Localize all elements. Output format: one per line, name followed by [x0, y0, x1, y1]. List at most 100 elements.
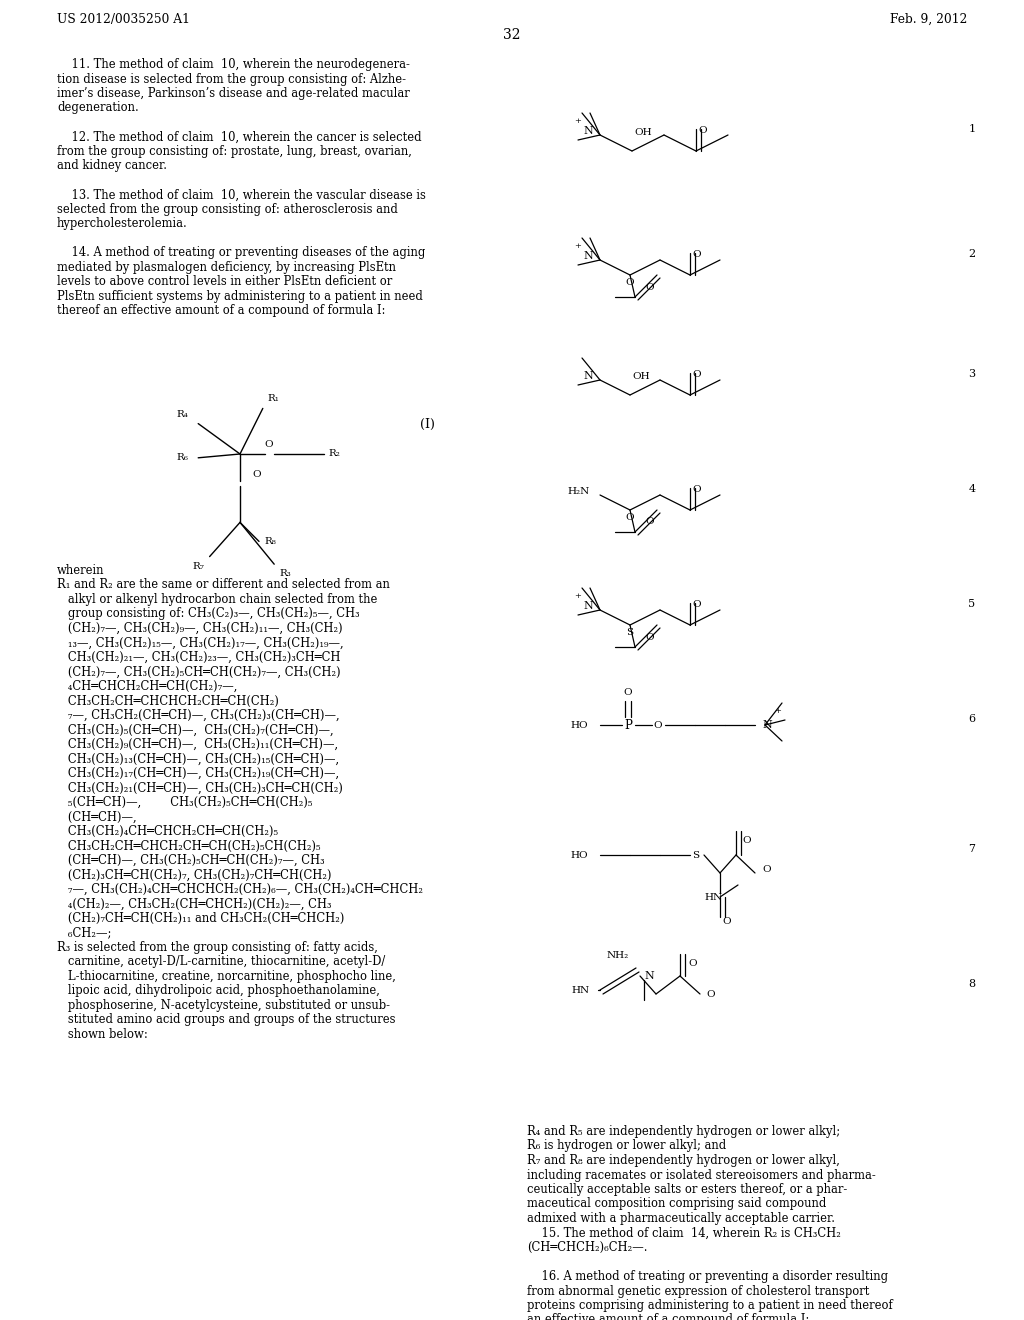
Text: O: O [692, 601, 700, 609]
Text: admixed with a pharmaceutically acceptable carrier.: admixed with a pharmaceutically acceptab… [527, 1212, 835, 1225]
Text: alkyl or alkenyl hydrocarbon chain selected from the: alkyl or alkenyl hydrocarbon chain selec… [57, 593, 378, 606]
Text: O: O [653, 721, 663, 730]
Text: CH₃(CH₂)₅(CH═CH)—,  CH₃(CH₂)₇(CH═CH)—,: CH₃(CH₂)₅(CH═CH)—, CH₃(CH₂)₇(CH═CH)—, [57, 723, 334, 737]
Text: HO: HO [570, 850, 588, 859]
Text: (CH═CHCH₂)₆CH₂—.: (CH═CHCH₂)₆CH₂—. [527, 1241, 647, 1254]
Text: R₄: R₄ [176, 409, 188, 418]
Text: O: O [264, 440, 272, 449]
Text: R₂: R₂ [329, 450, 340, 458]
Text: R₁: R₁ [268, 395, 280, 404]
Text: and kidney cancer.: and kidney cancer. [57, 160, 167, 173]
Text: US 2012/0035250 A1: US 2012/0035250 A1 [57, 13, 189, 26]
Text: +: + [574, 591, 582, 601]
Text: OH: OH [632, 372, 649, 381]
Text: (CH₂)₃CH═CH(CH₂)₇, CH₃(CH₂)₇CH═CH(CH₂): (CH₂)₃CH═CH(CH₂)₇, CH₃(CH₂)₇CH═CH(CH₂) [57, 869, 332, 882]
Text: shown below:: shown below: [57, 1028, 147, 1041]
Text: N: N [584, 601, 593, 611]
Text: including racemates or isolated stereoisomers and pharma-: including racemates or isolated stereois… [527, 1168, 876, 1181]
Text: O: O [626, 513, 634, 521]
Text: HN: HN [705, 894, 723, 902]
Text: R₈: R₈ [264, 537, 275, 546]
Text: group consisting of: CH₃(C₂)₃—, CH₃(CH₂)₅—, CH₃: group consisting of: CH₃(C₂)₃—, CH₃(CH₂)… [57, 607, 359, 620]
Text: levels to above control levels in either PlsEtn deficient or: levels to above control levels in either… [57, 276, 392, 289]
Text: S: S [627, 628, 634, 638]
Text: CH₃(CH₂)₁₇(CH═CH)—, CH₃(CH₂)₁₉(CH═CH)—,: CH₃(CH₂)₁₇(CH═CH)—, CH₃(CH₂)₁₉(CH═CH)—, [57, 767, 339, 780]
Text: O: O [698, 125, 707, 135]
Text: R₆: R₆ [176, 453, 188, 462]
Text: O: O [692, 370, 700, 379]
Text: N: N [762, 719, 772, 730]
Text: O: O [692, 484, 700, 494]
Text: N: N [584, 251, 593, 261]
Text: 32: 32 [503, 28, 521, 42]
Text: degeneration.: degeneration. [57, 102, 138, 115]
Text: carnitine, acetyl-D/L-carnitine, thiocarnitine, acetyl-D/: carnitine, acetyl-D/L-carnitine, thiocar… [57, 956, 385, 969]
Text: HO: HO [570, 721, 588, 730]
Text: S: S [692, 850, 699, 859]
Text: O: O [722, 917, 731, 927]
Text: ceutically acceptable salts or esters thereof, or a phar-: ceutically acceptable salts or esters th… [527, 1183, 847, 1196]
Text: from the group consisting of: prostate, lung, breast, ovarian,: from the group consisting of: prostate, … [57, 145, 412, 158]
Text: O: O [626, 279, 634, 286]
Text: (CH₂)₇—, CH₃(CH₂)₉—, CH₃(CH₂)₁₁—, CH₃(CH₂): (CH₂)₇—, CH₃(CH₂)₉—, CH₃(CH₂)₁₁—, CH₃(CH… [57, 622, 343, 635]
Text: O: O [645, 632, 653, 642]
Text: R₇ and R₈ are independently hydrogen or lower alkyl,: R₇ and R₈ are independently hydrogen or … [527, 1154, 840, 1167]
Text: (CH₂)₇CH═CH(CH₂)₁₁ and CH₃CH₂(CH═CHCH₂): (CH₂)₇CH═CH(CH₂)₁₁ and CH₃CH₂(CH═CHCH₂) [57, 912, 344, 925]
Text: thereof an effective amount of a compound of formula I:: thereof an effective amount of a compoun… [57, 305, 385, 318]
Text: OH: OH [634, 128, 651, 137]
Text: O: O [706, 990, 715, 998]
Text: ₄(CH₂)₂—, CH₃CH₂(CH═CHCH₂)(CH₂)₂—, CH₃: ₄(CH₂)₂—, CH₃CH₂(CH═CHCH₂)(CH₂)₂—, CH₃ [57, 898, 332, 911]
Text: ₇—, CH₃(CH₂)₄CH═CHCHCH₂(CH₂)₆—, CH₃(CH₂)₄CH═CHCH₂: ₇—, CH₃(CH₂)₄CH═CHCHCH₂(CH₂)₆—, CH₃(CH₂)… [57, 883, 423, 896]
Text: +: + [574, 117, 582, 125]
Text: R₇: R₇ [193, 561, 205, 570]
Text: N: N [644, 972, 653, 981]
Text: CH₃(CH₂)₉(CH═CH)—,  CH₃(CH₂)₁₁(CH═CH)—,: CH₃(CH₂)₉(CH═CH)—, CH₃(CH₂)₁₁(CH═CH)—, [57, 738, 338, 751]
Text: 2: 2 [969, 249, 976, 259]
Text: 4: 4 [969, 484, 976, 494]
Text: from abnormal genetic expression of cholesterol transport: from abnormal genetic expression of chol… [527, 1284, 869, 1298]
Text: 15. The method of claim  14, wherein R₂ is CH₃CH₂: 15. The method of claim 14, wherein R₂ i… [527, 1226, 841, 1239]
Text: O: O [692, 249, 700, 259]
Text: R₆ is hydrogen or lower alkyl; and: R₆ is hydrogen or lower alkyl; and [527, 1139, 726, 1152]
Text: R₃ is selected from the group consisting of: fatty acids,: R₃ is selected from the group consisting… [57, 941, 378, 954]
Text: proteins comprising administering to a patient in need thereof: proteins comprising administering to a p… [527, 1299, 893, 1312]
Text: R₁ and R₂ are the same or different and selected from an: R₁ and R₂ are the same or different and … [57, 578, 390, 591]
Text: ₄CH═CHCH₂CH═CH(CH₂)₇—,: ₄CH═CHCH₂CH═CH(CH₂)₇—, [57, 680, 238, 693]
Text: O: O [624, 688, 632, 697]
Text: CH₃(CH₂)₁₃(CH═CH)—, CH₃(CH₂)₁₅(CH═CH)—,: CH₃(CH₂)₁₃(CH═CH)—, CH₃(CH₂)₁₅(CH═CH)—, [57, 752, 339, 766]
Text: O: O [762, 865, 771, 874]
Text: 6: 6 [969, 714, 976, 723]
Text: 5: 5 [969, 599, 976, 609]
Text: CH₃(CH₂)₄CH═CHCH₂CH═CH(CH₂)₅: CH₃(CH₂)₄CH═CHCH₂CH═CH(CH₂)₅ [57, 825, 279, 838]
Text: Feb. 9, 2012: Feb. 9, 2012 [890, 13, 967, 26]
Text: 12. The method of claim  10, wherein the cancer is selected: 12. The method of claim 10, wherein the … [57, 131, 422, 144]
Text: phosphoserine, N-acetylcysteine, substituted or unsub-: phosphoserine, N-acetylcysteine, substit… [57, 999, 390, 1012]
Text: +: + [574, 242, 582, 249]
Text: ₅(CH═CH)—,        CH₃(CH₂)₅CH═CH(CH₂)₅: ₅(CH═CH)—, CH₃(CH₂)₅CH═CH(CH₂)₅ [57, 796, 312, 809]
Text: ₆CH₂—;: ₆CH₂—; [57, 927, 112, 940]
Text: R₄ and R₅ are independently hydrogen or lower alkyl;: R₄ and R₅ are independently hydrogen or … [527, 1125, 840, 1138]
Text: HN: HN [571, 986, 590, 994]
Text: CH₃CH₂CH═CHCHCH₂CH═CH(CH₂): CH₃CH₂CH═CHCHCH₂CH═CH(CH₂) [57, 694, 279, 708]
Text: maceutical composition comprising said compound: maceutical composition comprising said c… [527, 1197, 826, 1210]
Text: stituted amino acid groups and groups of the structures: stituted amino acid groups and groups of… [57, 1014, 395, 1027]
Text: CH₃(CH₂)₂₁(CH═CH)—, CH₃(CH₂)₃CH═CH(CH₂): CH₃(CH₂)₂₁(CH═CH)—, CH₃(CH₂)₃CH═CH(CH₂) [57, 781, 343, 795]
Text: (CH═CH)—, CH₃(CH₂)₅CH═CH(CH₂)₇—, CH₃: (CH═CH)—, CH₃(CH₂)₅CH═CH(CH₂)₇—, CH₃ [57, 854, 325, 867]
Text: H₂N: H₂N [567, 487, 590, 495]
Text: O: O [742, 836, 751, 845]
Text: (CH₂)₇—, CH₃(CH₂)₅CH═CH(CH₂)₇—, CH₃(CH₂): (CH₂)₇—, CH₃(CH₂)₅CH═CH(CH₂)₇—, CH₃(CH₂) [57, 665, 341, 678]
Text: 7: 7 [969, 843, 976, 854]
Text: R₃: R₃ [280, 569, 291, 578]
Text: (I): (I) [420, 417, 435, 430]
Text: P: P [624, 718, 632, 731]
Text: (CH═CH)—,: (CH═CH)—, [57, 810, 136, 824]
Text: 16. A method of treating or preventing a disorder resulting: 16. A method of treating or preventing a… [527, 1270, 888, 1283]
Text: O: O [645, 282, 653, 292]
Text: O: O [252, 470, 261, 479]
Text: lipoic acid, dihydrolipoic acid, phosphoethanolamine,: lipoic acid, dihydrolipoic acid, phospho… [57, 985, 380, 998]
Text: ₁₃—, CH₃(CH₂)₁₅—, CH₃(CH₂)₁₇—, CH₃(CH₂)₁₉—,: ₁₃—, CH₃(CH₂)₁₅—, CH₃(CH₂)₁₇—, CH₃(CH₂)₁… [57, 636, 344, 649]
Text: L-thiocarnitine, creatine, norcarnitine, phosphocho line,: L-thiocarnitine, creatine, norcarnitine,… [57, 970, 396, 983]
Text: O: O [645, 517, 653, 527]
Text: an effective amount of a compound of formula I:: an effective amount of a compound of for… [527, 1313, 809, 1320]
Text: 11. The method of claim  10, wherein the neurodegenera-: 11. The method of claim 10, wherein the … [57, 58, 410, 71]
